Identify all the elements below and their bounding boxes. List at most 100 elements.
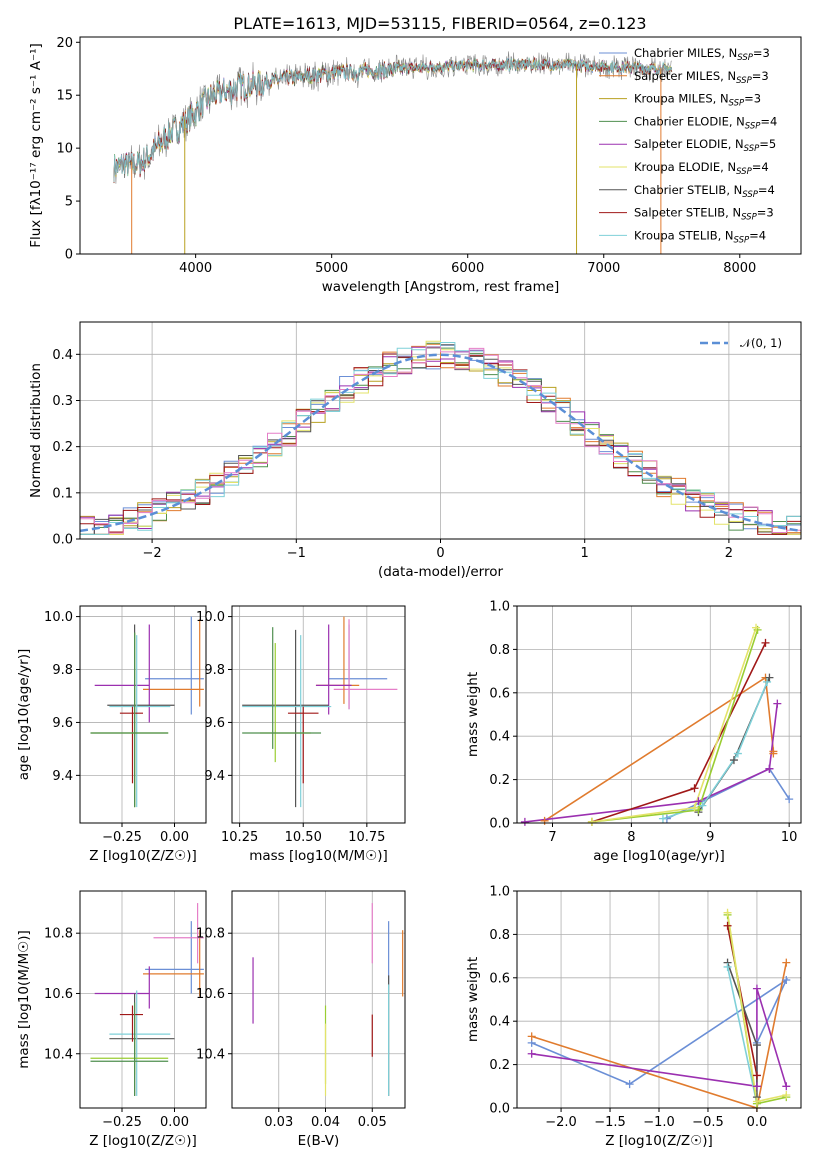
mass_vs_Z-ytick-label: 10.4 <box>44 1047 73 1062</box>
mass_vs_EBV-plot-area <box>252 903 404 1096</box>
weight_vs_age-xlabel: age [log10(age/yr)] <box>593 848 725 864</box>
weight_vs_age-marker <box>729 756 738 765</box>
spectrum-frame <box>79 36 802 255</box>
spectrum-legend-label: Kroupa ELODIE, NSSP=4 <box>634 160 769 177</box>
mass_vs_EBV-ytick-label: 10.6 <box>196 987 225 1002</box>
spectrum-xtick-label: 6000 <box>451 261 484 276</box>
weight_vs_age-marker <box>769 749 778 758</box>
weight_vs_Z-xtick-label: −1.0 <box>643 1115 675 1130</box>
weight_vs_age-ytick-label: 0.0 <box>489 817 510 832</box>
residuals-xtick-label: −1 <box>287 546 306 561</box>
mass_vs_Z-frame <box>79 890 207 1109</box>
weight_vs_Z-marker <box>752 1082 761 1091</box>
age_vs_mass-xtick-label: 10.50 <box>285 830 322 845</box>
weight_vs_Z-marker <box>752 984 761 993</box>
weight_vs_Z-series-line <box>531 988 788 1088</box>
mass_vs_Z-plot-area <box>90 903 204 1096</box>
mass_vs_Z-ytick-label: 10.6 <box>44 987 73 1002</box>
weight_vs_age-xtick-label: 10 <box>781 830 798 845</box>
weight_vs_age-marker <box>763 677 772 686</box>
mass_vs_EBV-xtick-label: 0.05 <box>358 1115 387 1130</box>
residuals-xlabel: (data-model)/error <box>378 564 504 580</box>
weight_vs_Z-xlabel: Z [log10(Z/Z☉)] <box>605 1133 713 1149</box>
weight_vs_Z-xtick-label: −0.5 <box>692 1115 724 1130</box>
weight_vs_age-marker <box>765 764 774 773</box>
mass_vs_Z-xlabel: Z [log10(Z/Z☉)] <box>89 1133 197 1149</box>
residuals-xtick-label: −2 <box>143 546 162 561</box>
age_vs_Z-plot-area <box>90 616 204 808</box>
weight_vs_Z-ytick-label: 1.0 <box>489 885 510 900</box>
weight_vs_age-xtick-label: 8 <box>627 830 635 845</box>
weight_vs_age-marker <box>752 623 761 632</box>
mass_vs_EBV-ytick-label: 10.4 <box>196 1047 225 1062</box>
age_vs_mass-ytick-label: 10.0 <box>196 610 225 625</box>
spectrum-legend-label: Salpeter STELIB, NSSP=3 <box>634 206 774 223</box>
weight_vs_age-marker <box>765 673 774 682</box>
weight_vs_Z-marker <box>752 1097 761 1106</box>
spectrum-xlabel: wavelength [Angstrom, rest frame] <box>322 279 560 295</box>
spectrum-legend-label: Kroupa STELIB, NSSP=4 <box>634 228 766 245</box>
age_vs_mass-plot-area <box>242 616 398 808</box>
weight_vs_Z-ytick-label: 0.4 <box>489 1015 510 1030</box>
weight_vs_Z-marker <box>527 1049 536 1058</box>
weight_vs_Z-marker <box>625 1080 634 1089</box>
age_vs_Z-ytick-label: 9.6 <box>52 716 73 731</box>
age_vs_Z-xlabel: Z [log10(Z/Z☉)] <box>89 848 197 864</box>
weight_vs_age-ytick-label: 0.4 <box>489 730 510 745</box>
spectrum-ytick-label: 20 <box>56 36 73 51</box>
weight_vs_age-marker <box>520 817 529 826</box>
residuals-ytick-label: 0.3 <box>52 394 73 409</box>
weight_vs_age-marker <box>733 749 742 758</box>
spectrum-ytick-label: 10 <box>56 142 73 157</box>
weight_vs_age-xtick-label: 7 <box>548 830 556 845</box>
age_vs_Z-xtick-label: 0.00 <box>160 830 189 845</box>
weight_vs_Z-xtick-label: −1.5 <box>594 1115 626 1130</box>
weight_vs_Z-series-line <box>531 962 788 1108</box>
weight_vs_age-marker <box>773 699 782 708</box>
residual-histogram <box>80 346 801 534</box>
age_vs_Z-ytick-label: 9.4 <box>52 769 73 784</box>
weight_vs_age-ytick-label: 0.2 <box>489 773 510 788</box>
figure-title: PLATE=1613, MJD=53115, FIBERID=0564, z=0… <box>233 14 646 33</box>
age_vs_Z-ytick-label: 9.8 <box>52 663 73 678</box>
mass_vs_Z-ytick-label: 10.8 <box>44 927 73 942</box>
weight_vs_Z-marker <box>723 921 732 930</box>
residuals-plot-area <box>80 340 801 535</box>
spectrum-legend-label: Kroupa MILES, NSSP=3 <box>634 92 761 109</box>
spectrum-xtick-label: 5000 <box>315 261 348 276</box>
weight_vs_age-frame <box>516 605 802 824</box>
weight_vs_Z-xtick-label: 0.0 <box>747 1115 768 1130</box>
weight_vs_age-marker <box>587 817 596 826</box>
age_vs_mass-xlabel: mass [log10(M/M☉)] <box>249 848 388 864</box>
mass_vs_EBV-frame <box>231 890 406 1109</box>
mass_vs_Z-xtick-label: −0.25 <box>102 1115 142 1130</box>
spectrum-ytick-label: 15 <box>56 89 73 104</box>
normal-curve <box>80 353 801 533</box>
age_vs_mass-ytick-label: 9.8 <box>204 663 225 678</box>
mass_vs_Z-xtick-label: 0.00 <box>160 1115 189 1130</box>
residual-legend-label: 𝒩(0, 1) <box>740 336 782 350</box>
weight_vs_Z-marker <box>752 1041 761 1050</box>
age_vs_Z-frame <box>79 605 207 824</box>
weight_vs_Z-ytick-label: 0.0 <box>489 1102 510 1117</box>
weight_vs_Z-series-line <box>726 966 758 1104</box>
weight_vs_age-marker <box>690 784 699 793</box>
spectrum-xtick-label: 7000 <box>587 261 620 276</box>
spectrum-model-line <box>113 57 673 183</box>
spectrum-xtick-label: 4000 <box>179 261 212 276</box>
residuals-ytick-label: 0.4 <box>52 348 73 363</box>
residuals-xtick-label: 2 <box>725 546 733 561</box>
weight_vs_Z-marker <box>782 1082 791 1091</box>
weight_vs_age-marker <box>785 795 794 804</box>
weight_vs_age-marker <box>698 801 707 810</box>
weight_vs_Z-ylabel: mass weight <box>465 957 481 1042</box>
weight_vs_Z-marker <box>782 975 791 984</box>
mass_vs_Z-ylabel: mass [log10(M/M☉)] <box>16 930 32 1069</box>
residuals-ytick-label: 0.0 <box>52 533 73 548</box>
weight_vs_Z-ytick-label: 0.6 <box>489 971 510 986</box>
spectrum-xtick-label: 8000 <box>723 261 756 276</box>
spectrum-legend-label: Chabrier ELODIE, NSSP=4 <box>634 114 777 131</box>
weight_vs_Z-ytick-label: 0.2 <box>489 1058 510 1073</box>
weight_vs_Z-marker <box>782 1090 791 1099</box>
